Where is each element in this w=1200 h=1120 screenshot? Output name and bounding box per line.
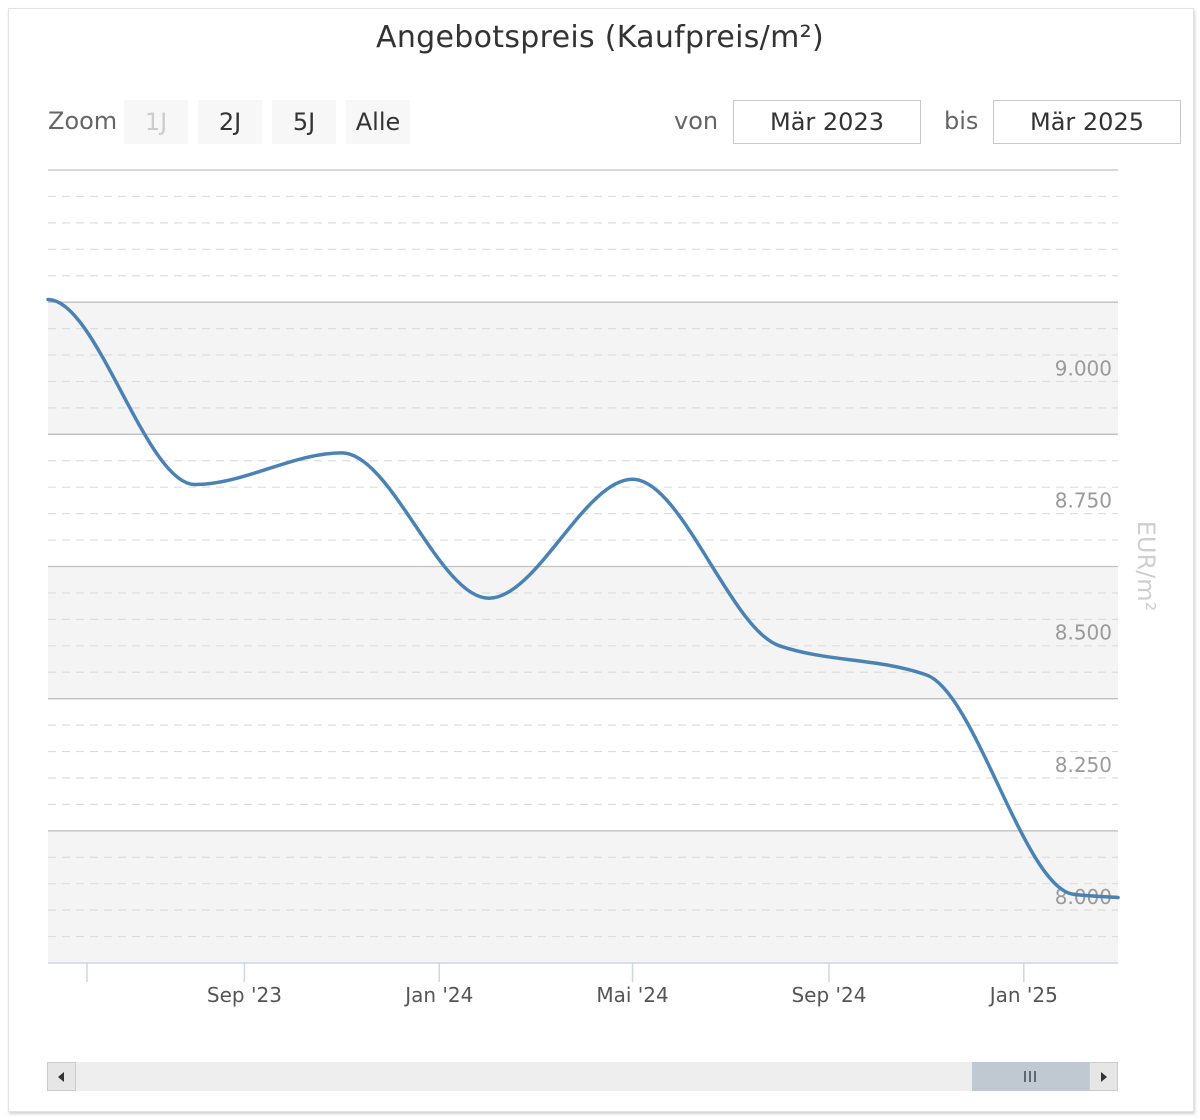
y-tick-label: 9.000 [1055, 356, 1112, 380]
to-label: bis [944, 107, 979, 135]
navigator-scrollbar[interactable] [47, 1062, 1118, 1091]
x-tick-label: Mai '24 [596, 983, 668, 1007]
y-tick-label: 8.750 [1055, 488, 1112, 512]
arrow-right-icon [1101, 1072, 1107, 1082]
x-tick-label: Jan '24 [403, 983, 473, 1007]
scrollbar-track[interactable] [47, 1062, 1118, 1091]
y-axis-title: EUR/m² [1132, 521, 1160, 612]
chart-title: Angebotspreis (Kaufpreis/m²) [376, 20, 824, 55]
major-gridlines [48, 169, 1118, 832]
zoom-label: Zoom [48, 107, 118, 135]
arrow-left-icon [58, 1072, 64, 1082]
plot-bands [48, 302, 1118, 963]
zoom-2j-button[interactable]: 2J [198, 100, 262, 144]
scrollbar-grip-icon [1024, 1071, 1036, 1082]
zoom-all-button[interactable]: Alle [346, 100, 410, 144]
x-tick-label: Jan '25 [988, 983, 1058, 1007]
from-date-input[interactable]: Mär 2023 [733, 100, 921, 144]
series-group [46, 297, 1120, 900]
y-tick-label: 8.500 [1055, 621, 1112, 645]
plot-band [48, 566, 1118, 699]
scroll-right-button[interactable] [1089, 1062, 1118, 1091]
plot-band [48, 830, 1118, 963]
from-label: von [674, 107, 719, 135]
plot-band [48, 302, 1118, 435]
to-date-input[interactable]: Mär 2025 [993, 100, 1181, 144]
scroll-left-button[interactable] [47, 1062, 76, 1091]
zoom-5j-button[interactable]: 5J [272, 100, 336, 144]
scrollbar-thumb[interactable] [972, 1062, 1090, 1091]
x-tick-label: Sep '23 [207, 983, 282, 1007]
x-axis-ticks: Sep '23 Jan '24 Mai '24 Sep '24 Jan '25 [86, 963, 1058, 1007]
zoom-1j-button[interactable]: 1J [124, 100, 188, 144]
x-tick-label: Sep '24 [791, 983, 866, 1007]
y-tick-label: 8.250 [1055, 753, 1112, 777]
series-line [46, 297, 1120, 900]
